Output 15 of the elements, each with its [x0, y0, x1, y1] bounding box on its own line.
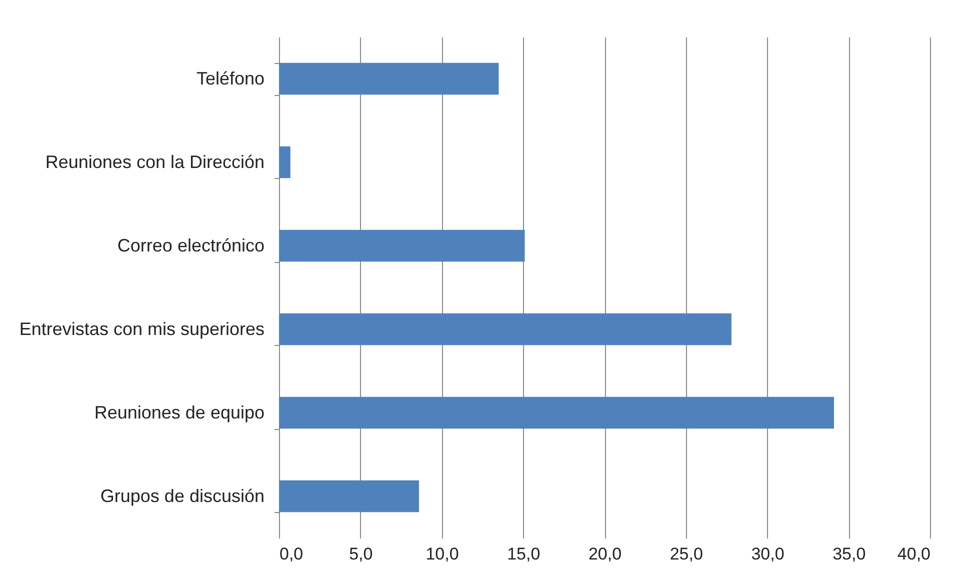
x-tick-label: 0,0	[280, 544, 304, 564]
y-tick-label: Grupos de discusión	[100, 486, 264, 506]
x-tick-label: 30,0	[751, 544, 784, 564]
x-tick-label: 10,0	[426, 544, 459, 564]
y-tick-label: Reuniones con la Dirección	[45, 152, 264, 172]
x-tick-label: 35,0	[832, 544, 866, 564]
y-tick-label: Entrevistas con mis superiores	[19, 318, 264, 339]
y-tick-label: Reuniones de equipo	[94, 402, 264, 422]
x-tick-label: 20,0	[588, 544, 622, 564]
x-tick-label: 25,0	[670, 544, 703, 564]
y-tick-label: Teléfono	[196, 68, 264, 88]
x-tick-label: 5,0	[349, 544, 373, 564]
x-tick-label: 40,0	[897, 544, 930, 564]
y-tick-label: Correo electrónico	[117, 235, 264, 256]
x-tick-label: 15,0	[507, 544, 540, 564]
